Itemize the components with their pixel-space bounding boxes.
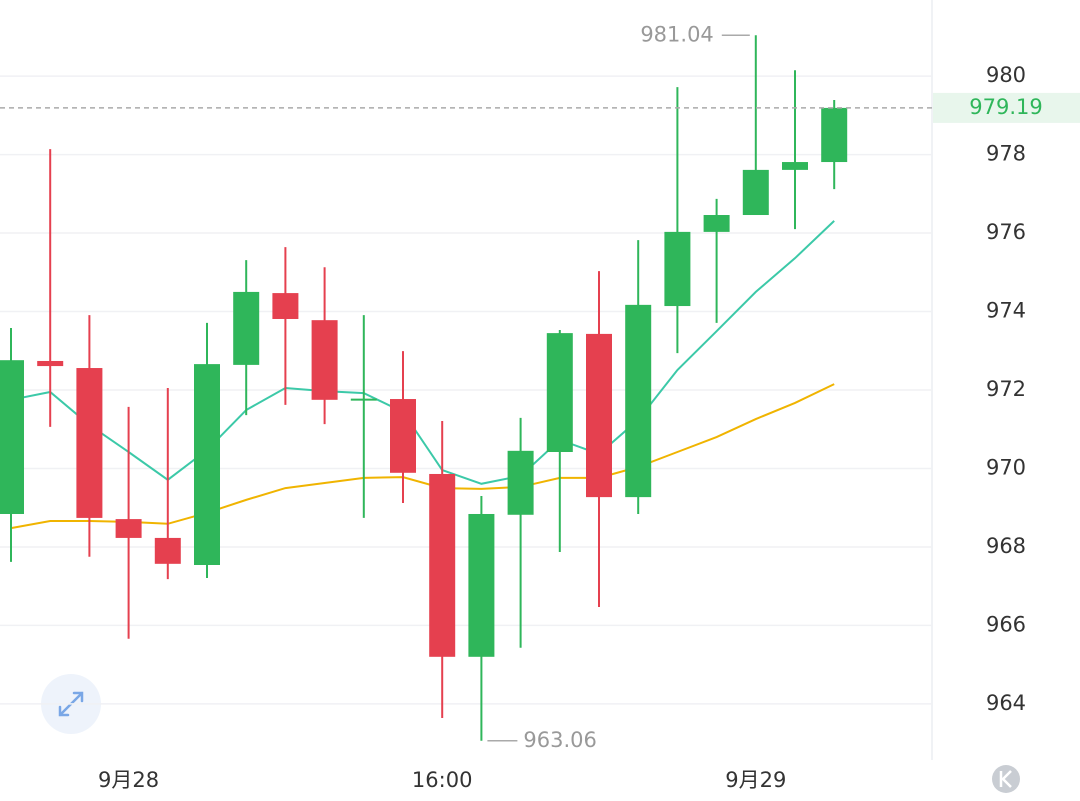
candle-body	[782, 162, 808, 170]
x-tick-label: 9月29	[725, 768, 786, 792]
candle-body	[507, 450, 534, 515]
moving-average-line	[10, 220, 835, 485]
last-price-label: 979.19	[969, 95, 1042, 119]
min-marker-label: 963.06	[523, 728, 596, 752]
candle-body	[0, 360, 24, 514]
last-price-badge	[933, 92, 1080, 123]
candle-body	[390, 399, 416, 473]
candle-body	[194, 364, 220, 565]
candle-body	[821, 107, 848, 163]
moving-average-line	[10, 383, 835, 530]
candle-body	[703, 215, 730, 232]
candle-body	[37, 360, 64, 367]
candle-body	[350, 398, 377, 401]
candle-body	[625, 304, 652, 498]
y-tick-label: 968	[986, 534, 1026, 558]
candle-body	[272, 293, 299, 319]
candle-body	[429, 473, 456, 657]
candle-body	[546, 333, 573, 452]
y-tick-label: 964	[986, 691, 1026, 715]
max-marker-label: 981.04	[640, 22, 713, 46]
candle-body	[586, 333, 612, 498]
k-line-button[interactable]	[992, 765, 1020, 793]
x-tick-label: 9月28	[98, 768, 159, 792]
candle-body	[233, 291, 260, 365]
y-tick-label: 966	[986, 612, 1026, 636]
y-tick-label: 976	[986, 220, 1026, 244]
candle-body	[664, 231, 691, 307]
y-tick-label: 972	[986, 377, 1026, 401]
candle-body	[468, 513, 495, 657]
x-tick-label: 16:00	[412, 768, 473, 792]
candle-body	[115, 519, 142, 538]
candle-body	[311, 320, 338, 400]
y-tick-label: 974	[986, 299, 1026, 323]
y-tick-label: 978	[986, 142, 1026, 166]
y-tick-label: 970	[986, 455, 1026, 479]
y-tick-label: 980	[986, 63, 1026, 87]
candle-body	[154, 537, 181, 564]
candle-body	[742, 169, 769, 216]
candle-body	[76, 368, 103, 518]
